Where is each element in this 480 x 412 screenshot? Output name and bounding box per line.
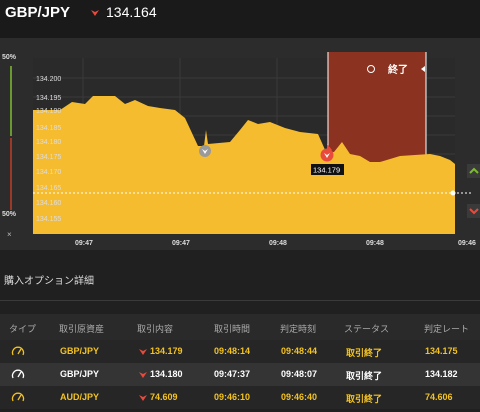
table-header: タイプ 取引原資産 取引内容 取引時間 判定時刻 ステータス 判定レート bbox=[0, 314, 480, 340]
judge-cell: 09:48:07 bbox=[281, 369, 318, 379]
collapse-arrow-icon bbox=[421, 66, 425, 72]
asset-cell: AUD/JPY bbox=[60, 392, 100, 402]
col-header-judge: 判定時刻 bbox=[280, 324, 317, 334]
rate-cell: 134.182 bbox=[425, 369, 458, 379]
header-bar: GBP/JPY 134.164 bbox=[0, 0, 480, 38]
current-price-dot bbox=[450, 190, 456, 196]
price-chart: 134.200 134.195 134.190 134.185 134.180 … bbox=[10, 52, 480, 247]
col-header-time: 取引時間 bbox=[214, 324, 251, 334]
currency-pair: GBP/JPY bbox=[5, 4, 71, 21]
gauge-icon bbox=[11, 392, 25, 402]
rate-cell: 134.175 bbox=[425, 346, 458, 356]
down-triangle-icon bbox=[139, 349, 147, 355]
y-tick: 134.195 bbox=[36, 95, 61, 102]
sentiment-bottom-percent: 50% bbox=[2, 211, 17, 218]
table-row[interactable]: AUD/JPY 74.609 09:46:10 09:46:40 取引終了 74… bbox=[0, 386, 480, 409]
call-button[interactable] bbox=[467, 164, 480, 178]
x-axis: 09:47 09:47 09:48 09:48 09:46 bbox=[75, 240, 476, 247]
expiry-label: 終了 bbox=[367, 63, 425, 76]
time-cell: 09:47:37 bbox=[214, 369, 251, 379]
asset-cell: GBP/JPY bbox=[60, 369, 100, 379]
status-cell: 取引終了 bbox=[346, 371, 383, 381]
rate-cell: 74.606 bbox=[425, 392, 453, 402]
x-tick: 09:47 bbox=[172, 240, 190, 247]
x-tick: 09:48 bbox=[269, 240, 287, 247]
col-header-type: タイプ bbox=[9, 324, 37, 334]
judge-cell: 09:48:44 bbox=[281, 346, 318, 356]
judge-cell: 09:46:40 bbox=[281, 392, 318, 402]
sentiment-down-bar bbox=[10, 138, 12, 210]
trade-cell: 134.179 bbox=[150, 346, 183, 356]
sentiment-top-percent: 50% bbox=[2, 54, 17, 61]
down-triangle-icon bbox=[139, 372, 147, 378]
gauge-icon bbox=[11, 369, 25, 379]
y-tick: 134.180 bbox=[36, 139, 61, 146]
y-tick: 134.160 bbox=[36, 200, 61, 207]
status-cell: 取引終了 bbox=[346, 394, 383, 404]
close-icon[interactable]: × bbox=[7, 230, 12, 239]
x-tick: 09:48 bbox=[366, 240, 384, 247]
x-tick: 09:47 bbox=[75, 240, 93, 247]
marker-price-box bbox=[311, 164, 344, 175]
put-button[interactable] bbox=[467, 204, 480, 218]
asset-cell: GBP/JPY bbox=[60, 346, 100, 356]
col-header-asset: 取引原資産 bbox=[59, 324, 105, 334]
past-trade-marker[interactable] bbox=[199, 145, 211, 157]
y-axis: 134.200 134.195 134.190 134.185 134.180 … bbox=[36, 76, 61, 223]
trade-cell: 74.609 bbox=[150, 392, 178, 402]
table-row[interactable]: GBP/JPY 134.179 09:48:14 09:48:44 取引終了 1… bbox=[0, 340, 480, 363]
y-tick: 134.190 bbox=[36, 108, 61, 115]
down-triangle-icon bbox=[139, 395, 147, 401]
price-area bbox=[33, 96, 455, 234]
active-trade-marker[interactable] bbox=[320, 144, 334, 162]
y-tick: 134.185 bbox=[36, 125, 61, 132]
marker-price: 134.179 bbox=[313, 166, 340, 175]
trade-table: タイプ 取引原資産 取引内容 取引時間 判定時刻 ステータス 判定レート GBP… bbox=[0, 314, 480, 409]
y-tick: 134.155 bbox=[36, 216, 61, 223]
y-tick: 134.175 bbox=[36, 154, 61, 161]
down-triangle-icon bbox=[91, 10, 99, 16]
time-cell: 09:46:10 bbox=[214, 392, 251, 402]
sentiment-up-bar bbox=[10, 66, 12, 136]
col-header-trade: 取引内容 bbox=[137, 324, 174, 334]
y-tick: 134.200 bbox=[36, 76, 61, 83]
table-row[interactable]: GBP/JPY 134.180 09:47:37 09:48:07 取引終了 1… bbox=[0, 363, 480, 386]
y-tick: 134.165 bbox=[36, 185, 61, 192]
clock-icon bbox=[367, 65, 375, 73]
x-tick: 09:46 bbox=[458, 240, 476, 247]
expiry-text: 終了 bbox=[388, 63, 408, 76]
col-header-status: ステータス bbox=[344, 324, 390, 334]
section-title: 購入オプション詳細 bbox=[4, 276, 94, 287]
trade-cell: 134.180 bbox=[150, 369, 183, 379]
status-cell: 取引終了 bbox=[346, 348, 383, 358]
purchase-details-section: 購入オプション詳細 bbox=[0, 250, 480, 306]
current-price: 134.164 bbox=[106, 4, 157, 20]
col-header-rate: 判定レート bbox=[424, 324, 470, 334]
y-tick: 134.170 bbox=[36, 169, 61, 176]
time-cell: 09:48:14 bbox=[214, 346, 251, 356]
gauge-icon bbox=[11, 346, 25, 356]
divider bbox=[0, 300, 480, 301]
